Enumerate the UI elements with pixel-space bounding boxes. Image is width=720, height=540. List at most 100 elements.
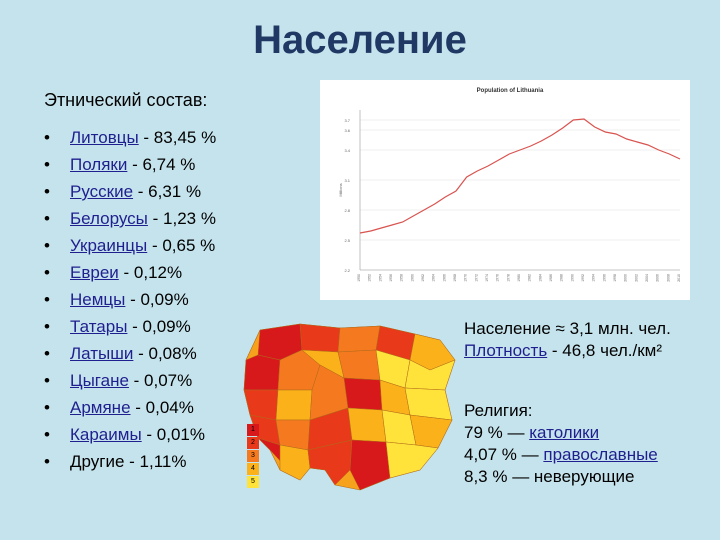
map-region	[279, 444, 311, 481]
ethnic-item: • Караимы - 0,01%	[44, 421, 216, 448]
chart-xtick-label: 1996	[602, 274, 606, 282]
ethnic-name[interactable]: Евреи	[70, 263, 119, 282]
density-link[interactable]: Плотность	[464, 341, 548, 360]
ethnic-name[interactable]: Цыгане	[70, 371, 129, 390]
ethnic-subtitle: Этнический состав:	[44, 90, 208, 110]
population-info: Население ≈ 3,1 млн. чел. Плотность - 46…	[464, 318, 671, 362]
map-region	[275, 389, 313, 421]
bullet: •	[44, 398, 50, 417]
chart-ylabel: Millions	[338, 183, 343, 196]
chart-xtick-label: 1988	[560, 274, 564, 282]
chart-ytick-label: 3.4	[344, 148, 350, 153]
ethnic-name[interactable]: Караимы	[70, 425, 142, 444]
bullet: •	[44, 128, 50, 147]
ethnic-item: • Украинцы - 0,65 %	[44, 232, 216, 259]
ethnic-name[interactable]: Армяне	[70, 398, 131, 417]
chart-xtick-label: 1976	[496, 274, 500, 282]
map-legend-item: 3	[247, 450, 259, 462]
ethnic-item: • Татары - 0,09%	[44, 313, 216, 340]
bullet: •	[44, 209, 50, 228]
ethnic-item: • Армяне - 0,04%	[44, 394, 216, 421]
chart-xtick-label: 2002	[634, 274, 638, 282]
ethnic-name[interactable]: Татары	[70, 317, 128, 336]
chart-xtick-label: 1978	[506, 274, 510, 282]
bullet: •	[44, 371, 50, 390]
chart-xtick-label: 2004	[645, 274, 649, 282]
chart-xtick-label: 1956	[389, 274, 393, 282]
ethnic-value: - 0,04%	[130, 398, 194, 417]
religion-label: Религия:	[464, 401, 533, 420]
chart-xtick-label: 1966	[442, 274, 446, 282]
chart-xtick-label: 1974	[485, 274, 489, 282]
bullet: •	[44, 452, 50, 471]
density-value: - 46,8 чел./км²	[547, 341, 663, 360]
orthodox-line: 4,07 % — православные	[464, 444, 658, 466]
chart-xtick-label: 1968	[453, 274, 457, 282]
chart-ytick-label: 3.1	[344, 178, 350, 183]
map-region	[409, 414, 453, 449]
ethnic-value: - 6,31 %	[133, 182, 202, 201]
ethnic-name[interactable]: Белорусы	[70, 209, 148, 228]
chart-xtick-label: 1982	[528, 274, 532, 282]
chart-title: Population of Lithuania	[477, 88, 544, 94]
ethnic-value: - 0,08%	[133, 344, 197, 363]
map-region	[243, 354, 281, 391]
chart-xtick-label: 2006	[656, 274, 660, 282]
ethnic-name[interactable]: Литовцы	[70, 128, 139, 147]
ethnic-value: - 0,09%	[127, 317, 191, 336]
chart-xtick-label: 2000	[624, 274, 628, 282]
bullet: •	[44, 263, 50, 282]
ethnic-item: • Белорусы - 1,23 %	[44, 205, 216, 232]
ethnic-value: - 1,11%	[124, 452, 187, 471]
ethnic-value: - 0,01%	[141, 425, 205, 444]
chart-xtick-label: 1986	[549, 274, 553, 282]
chart-xtick-label: 1958	[400, 274, 404, 282]
ethnic-item: • Литовцы - 83,45 %	[44, 124, 216, 151]
religion-info: Религия: 79 % — католики 4,07 % — правос…	[464, 400, 658, 488]
population-chart-svg: Population of Lithuania 2.2 2.5 2.8 3.1 3.4 3.…	[338, 88, 681, 282]
ethnic-name[interactable]: Поляки	[70, 155, 128, 174]
ethnic-name[interactable]: Немцы	[70, 290, 126, 309]
population-label: Население ≈ 3,1 млн. чел.	[464, 319, 671, 338]
ethnic-name[interactable]: Русские	[70, 182, 134, 201]
catholic-link[interactable]: католики	[529, 423, 600, 442]
map-region	[337, 325, 381, 353]
ethnic-item: • Русские - 6,31 %	[44, 178, 216, 205]
chart-xtick-label: 1950	[357, 274, 361, 282]
chart-ytick-label: 2.2	[344, 268, 350, 273]
chart-ytick-label: 2.8	[344, 208, 350, 213]
density-line: Плотность - 46,8 чел./км²	[464, 340, 671, 362]
chart-xtick-label: 1964	[432, 274, 436, 282]
ethnic-value: - 0,12%	[118, 263, 183, 282]
map-legend-item: 5	[247, 476, 259, 488]
chart-xtick-label: 2008	[666, 274, 670, 282]
ethnic-list: • Литовцы - 83,45 % • Поляки - 6,74 % • Русск…	[44, 124, 216, 475]
chart-ytick-label: 3.7	[344, 118, 350, 123]
chart-xtick-label: 1984	[538, 274, 542, 282]
bullet: •	[44, 155, 50, 174]
chart-xtick-label: 2010	[677, 274, 681, 282]
nonbelievers-line: 8,3 % — неверующие	[464, 467, 635, 486]
orthodox-link[interactable]: православные	[543, 445, 658, 464]
bullet: •	[44, 425, 50, 444]
lithuania-map-svg	[243, 323, 456, 491]
lithuania-map	[240, 320, 462, 495]
map-region	[385, 441, 439, 479]
chart-xtick-label: 1960	[410, 274, 414, 282]
map-legend-item: 4	[247, 463, 259, 475]
chart-xtick-label: 1994	[592, 274, 596, 282]
chart-xtick-label: 1980	[517, 274, 521, 282]
map-region	[337, 349, 381, 381]
ethnic-value: - 6,74 %	[127, 155, 196, 174]
ethnic-name[interactable]: Латыши	[70, 344, 134, 363]
chart-ytick-label: 3.6	[344, 128, 350, 133]
page-title: Население	[253, 18, 467, 62]
chart-xtick-label: 1952	[368, 274, 372, 282]
map-legend-item: 1	[247, 424, 259, 436]
map-legend-item: 2	[247, 437, 259, 449]
orthodox-prefix: 4,07 % —	[464, 445, 544, 464]
bullet: •	[44, 344, 50, 363]
ethnic-name[interactable]: Украинцы	[70, 236, 148, 255]
ethnic-value: - 0,07%	[128, 371, 193, 390]
bullet: •	[44, 317, 50, 336]
